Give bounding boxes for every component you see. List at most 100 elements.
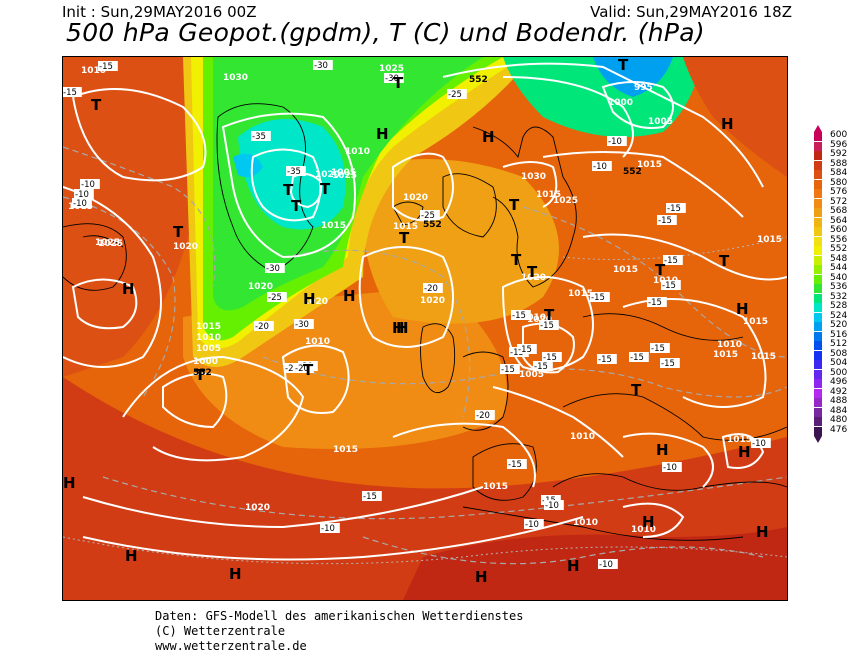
colorbar-swatch [814,312,822,322]
high-pressure-marker: H [303,290,316,308]
geopotential-label-group: 552 552 552 552 [193,75,642,378]
colorbar-label: 548 [830,253,848,264]
colorbar-swatch [814,284,822,293]
colorbar-swatch [814,170,822,179]
isobar-label: 1010 [631,525,656,535]
temperature-label: -15 [667,204,681,214]
low-pressure-marker: T [719,252,730,270]
colorbar-swatch [814,208,822,217]
colorbar-swatch [814,217,822,227]
high-pressure-marker: H [475,568,488,586]
temperature-label: -15 [658,216,672,226]
isobar-label: 1020 [521,273,546,283]
isobar-label: 1030 [223,73,248,83]
isobar-label: 1020 [315,170,340,180]
colorbar-swatch [814,246,822,255]
isobar-label: 1020 [303,297,328,307]
credits-website: www.wetterzentrale.de [155,639,307,653]
isobar-label: 1010 [570,432,595,442]
low-pressure-marker: T [303,361,314,379]
temperature-label-box [663,255,683,265]
isobar-label: 995 [634,83,653,93]
colorbar-swatch [814,407,822,417]
temperature-label-box [98,61,118,71]
low-pressure-marker: T [173,223,184,241]
temperature-label-box [447,89,467,99]
temperature-label-box [63,87,82,97]
colorbar-label: 592 [830,149,848,159]
low-pressure-marker: T [511,251,522,269]
temperature-label-box [284,363,304,373]
temperature-label: -10 [663,463,677,473]
high-pressure-marker: H [63,474,76,492]
temperature-label: -20 [476,411,490,421]
colorbar-label: 584 [830,168,848,178]
isobar-label: 1015 [196,322,221,332]
colorbar-swatch [814,360,822,369]
temperature-label: -10 [545,501,559,511]
high-pressure-marker: H [376,125,389,143]
temperature-label: -15 [63,88,77,98]
temperature-label: -30 [314,61,328,71]
high-pressure-marker: H [642,513,655,531]
high-pressure-marker: H [122,280,135,298]
shade-blue-north [593,57,673,97]
colorbar-swatch [814,426,822,436]
coastlines [63,103,787,541]
colorbar-label: 544 [830,263,848,273]
temperature-label-box [507,459,527,469]
temperature-label: -10 [752,439,766,449]
temperature-label: -10 [81,180,95,190]
temperature-label: -15 [501,365,515,375]
temperature-label-box [362,491,382,501]
high-pressure-marker: H [482,128,495,146]
isobar-label: 1005 [196,344,221,354]
colorbar-label: 508 [830,348,848,359]
high-pressure-marker: H [567,557,580,575]
high-pressure-marker: H [229,565,242,583]
temperature-label: -10 [321,524,335,534]
temperature-label: -20 [295,364,309,374]
low-pressure-marker: T [195,366,206,384]
isobar-label: 1015 [568,289,593,299]
temperature-label-box [294,319,314,329]
temperature-label: -35 [252,132,266,142]
isobar-label: 1015 [637,160,662,170]
temperature-label-box [384,73,404,83]
isobar-label: 1015 [393,222,418,232]
colorbar-swatch [814,255,822,265]
isobar-label: 1025 [379,64,404,74]
temperature-label-box [475,410,495,420]
isobar-label: 1010 [717,340,742,350]
colorbar-swatch [814,293,822,303]
high-pressure-marker: H [756,523,769,541]
isobar-label: 1025 [95,238,120,248]
isobar-label: 1015 [483,482,508,492]
temperature-label: -10 [593,162,607,172]
temperature-label-box [320,523,340,533]
temperature-label-box [629,352,649,362]
chart-title: 500 hPa Geopot.(gpdm), T (C) und Bodendr… [66,18,705,47]
temperature-label-box [650,343,670,353]
low-pressure-marker: T [393,74,404,92]
temperature-label-box [72,198,92,208]
isobar-label: 1015 [713,350,738,360]
high-pressure-marker: H [738,443,751,461]
temperature-label-box [254,321,274,331]
temperature-label: -15 [662,281,676,291]
high-pressure-marker: H [396,319,409,337]
shade-hot-south [403,527,787,600]
init-time: Init : Sun,29MAY2016 00Z [62,3,257,21]
temperature-label: -15 [363,492,377,502]
temperature-label: -15 [540,321,554,331]
temperature-label-box [597,354,617,364]
colorbar-label: 528 [830,301,848,311]
colorbar-swatch [814,189,822,198]
credits-data-source: Daten: GFS-Modell des amerikanischen Wet… [155,609,524,623]
low-pressure-marker: T [631,381,642,399]
colorbar-label: 576 [830,187,848,197]
temperature-label-box [517,344,537,354]
colorbar-label: 588 [830,158,848,169]
isobar-label: 1005 [648,117,673,127]
